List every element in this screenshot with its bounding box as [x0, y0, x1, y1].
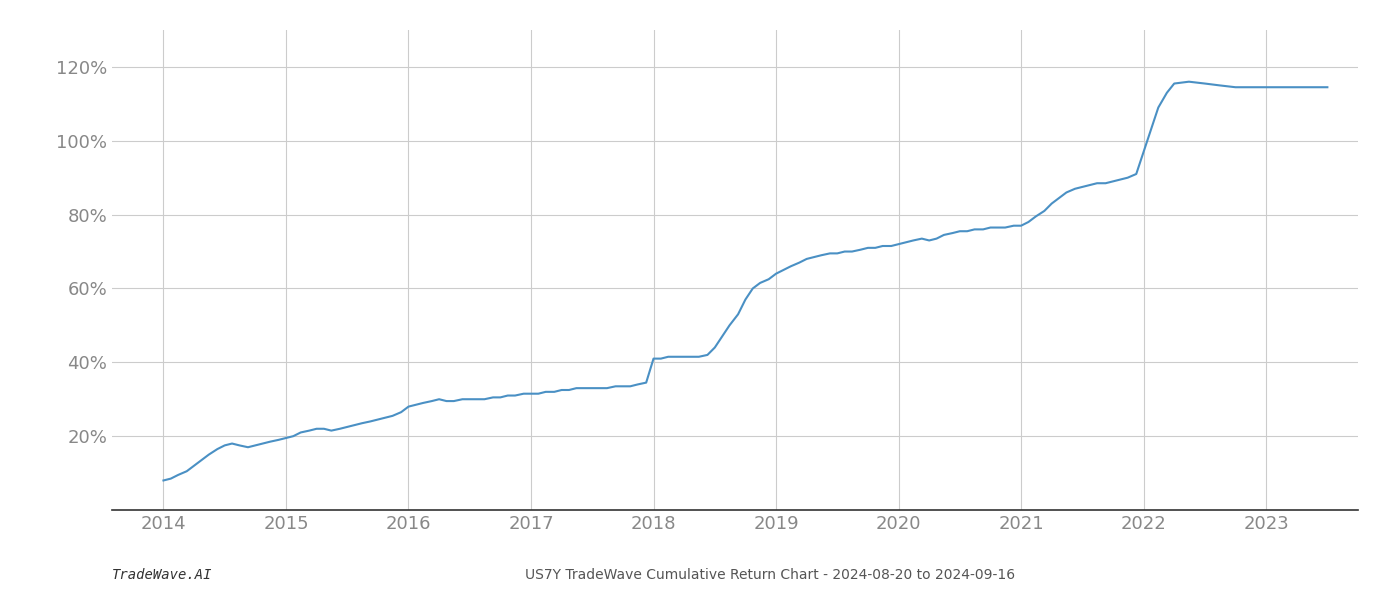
Text: US7Y TradeWave Cumulative Return Chart - 2024-08-20 to 2024-09-16: US7Y TradeWave Cumulative Return Chart -…: [525, 568, 1015, 582]
Text: TradeWave.AI: TradeWave.AI: [112, 568, 213, 582]
